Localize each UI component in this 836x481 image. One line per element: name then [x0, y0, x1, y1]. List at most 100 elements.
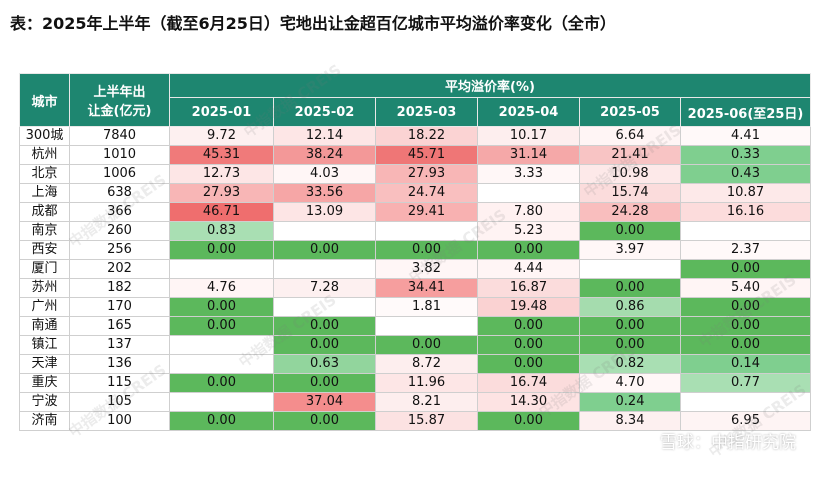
- premium-rate-cell: 0.00: [680, 259, 811, 279]
- header-premium-group: 平均溢价率(%): [169, 73, 811, 98]
- table-row: 成都 366 46.71 13.09 29.41 7.80 24.28 16.16: [19, 202, 811, 222]
- city-cell: 重庆: [19, 373, 70, 393]
- premium-rate-cell: 13.09: [273, 202, 376, 222]
- header-month: 2025-04: [477, 97, 580, 127]
- table-row: 厦门 202 3.82 4.44 0.00: [19, 259, 811, 279]
- table-title: 表：2025年上半年（截至6月25日）宅地出让金超百亿城市平均溢价率变化（全市）: [10, 14, 616, 33]
- premium-rate-cell: 0.24: [579, 392, 681, 412]
- city-cell: 厦门: [19, 259, 70, 279]
- premium-rate-cell: 0.00: [579, 278, 681, 298]
- premium-rate-cell: 6.64: [579, 126, 681, 146]
- premium-rate-cell: 3.82: [375, 259, 478, 279]
- premium-rate-cell: 0.00: [273, 335, 376, 355]
- premium-rate-cell: 0.00: [579, 335, 681, 355]
- premium-rate-cell: 7.28: [273, 278, 376, 298]
- premium-rate-cell: [169, 335, 274, 355]
- header-land-fee-line1: 上半年出: [93, 85, 146, 100]
- premium-rate-cell: 0.00: [579, 221, 681, 241]
- land-fee-cell: 256: [69, 240, 170, 260]
- premium-rate-cell: 5.23: [477, 221, 580, 241]
- premium-rate-cell: 10.17: [477, 126, 580, 146]
- premium-rate-cell: 0.00: [477, 335, 580, 355]
- premium-rate-cell: 0.00: [477, 316, 580, 336]
- premium-rate-cell: 29.41: [375, 202, 478, 222]
- premium-rate-cell: 0.00: [169, 316, 274, 336]
- city-cell: 300城: [19, 126, 70, 146]
- table-row: 济南 100 0.00 0.00 15.87 0.00 8.34 6.95: [19, 411, 811, 431]
- city-cell: 广州: [19, 297, 70, 317]
- premium-rate-cell: 2.37: [680, 240, 811, 260]
- premium-rate-cell: 4.03: [273, 164, 376, 184]
- premium-rate-cell: 3.97: [579, 240, 681, 260]
- premium-rate-cell: 3.33: [477, 164, 580, 184]
- land-fee-cell: 638: [69, 183, 170, 203]
- premium-rate-cell: 16.87: [477, 278, 580, 298]
- table-row: 北京 1006 12.73 4.03 27.93 3.33 10.98 0.43: [19, 164, 811, 184]
- premium-rate-cell: 8.21: [375, 392, 478, 412]
- land-fee-cell: 137: [69, 335, 170, 355]
- land-fee-cell: 366: [69, 202, 170, 222]
- city-cell: 北京: [19, 164, 70, 184]
- table-row: 南京 260 0.83 5.23 0.00: [19, 221, 811, 241]
- premium-rate-cell: [579, 259, 681, 279]
- land-fee-cell: 1006: [69, 164, 170, 184]
- premium-rate-cell: 0.77: [680, 373, 811, 393]
- premium-rate-cell: 27.93: [375, 164, 478, 184]
- premium-rate-cell: 0.00: [680, 297, 811, 317]
- premium-rate-cell: 0.00: [680, 335, 811, 355]
- land-fee-cell: 170: [69, 297, 170, 317]
- premium-rate-cell: 0.00: [579, 316, 681, 336]
- premium-rate-cell: 0.33: [680, 145, 811, 165]
- premium-rate-cell: 0.00: [169, 240, 274, 260]
- table-row: 杭州 1010 45.31 38.24 45.71 31.14 21.41 0.33: [19, 145, 811, 165]
- premium-rate-cell: 0.00: [273, 373, 376, 393]
- city-cell: 成都: [19, 202, 70, 222]
- premium-rate-cell: [680, 392, 811, 412]
- premium-rate-cell: 12.14: [273, 126, 376, 146]
- premium-rate-cell: 4.70: [579, 373, 681, 393]
- premium-rate-cell: [375, 316, 478, 336]
- premium-rate-cell: [375, 221, 478, 241]
- land-fee-cell: 165: [69, 316, 170, 336]
- premium-rate-cell: 24.74: [375, 183, 478, 203]
- premium-rate-cell: 5.40: [680, 278, 811, 298]
- land-fee-cell: 136: [69, 354, 170, 374]
- table-row: 天津 136 0.63 8.72 0.00 0.82 0.14: [19, 354, 811, 374]
- premium-rate-cell: 31.14: [477, 145, 580, 165]
- city-cell: 镇江: [19, 335, 70, 355]
- premium-rate-cell: 21.41: [579, 145, 681, 165]
- header-month: 2025-01: [169, 97, 274, 127]
- land-fee-cell: 100: [69, 411, 170, 431]
- city-cell: 杭州: [19, 145, 70, 165]
- city-cell: 上海: [19, 183, 70, 203]
- premium-rate-cell: 0.63: [273, 354, 376, 374]
- premium-rate-cell: [680, 221, 811, 241]
- table-row: 上海 638 27.93 33.56 24.74 15.74 10.87: [19, 183, 811, 203]
- land-fee-cell: 1010: [69, 145, 170, 165]
- premium-rate-cell: 0.00: [169, 297, 274, 317]
- premium-rate-cell: 6.95: [680, 411, 811, 431]
- premium-rate-cell: 45.31: [169, 145, 274, 165]
- xueqiu-watermark: 雪球：中指研究院: [660, 433, 796, 453]
- header-month: 2025-03: [375, 97, 478, 127]
- premium-rate-cell: 12.73: [169, 164, 274, 184]
- premium-rate-cell: 8.72: [375, 354, 478, 374]
- header-month: 2025-06(至25日): [680, 97, 811, 127]
- premium-rate-cell: [169, 354, 274, 374]
- premium-rate-cell: 0.83: [169, 221, 274, 241]
- premium-rate-cell: 34.41: [375, 278, 478, 298]
- city-cell: 济南: [19, 411, 70, 431]
- premium-rate-cell: 4.76: [169, 278, 274, 298]
- premium-rate-cell: 0.43: [680, 164, 811, 184]
- premium-rate-cell: 37.04: [273, 392, 376, 412]
- premium-rate-cell: 11.96: [375, 373, 478, 393]
- header-month: 2025-02: [273, 97, 376, 127]
- premium-rate-cell: 10.87: [680, 183, 811, 203]
- premium-rate-cell: [273, 221, 376, 241]
- premium-rate-cell: [273, 259, 376, 279]
- premium-rate-table: 城市 上半年出 让金(亿元) 平均溢价率(%) 2025-01 2025-02 …: [19, 73, 811, 431]
- table-row: 苏州 182 4.76 7.28 34.41 16.87 0.00 5.40: [19, 278, 811, 298]
- premium-rate-cell: 46.71: [169, 202, 274, 222]
- premium-rate-cell: 0.00: [169, 411, 274, 431]
- city-cell: 宁波: [19, 392, 70, 412]
